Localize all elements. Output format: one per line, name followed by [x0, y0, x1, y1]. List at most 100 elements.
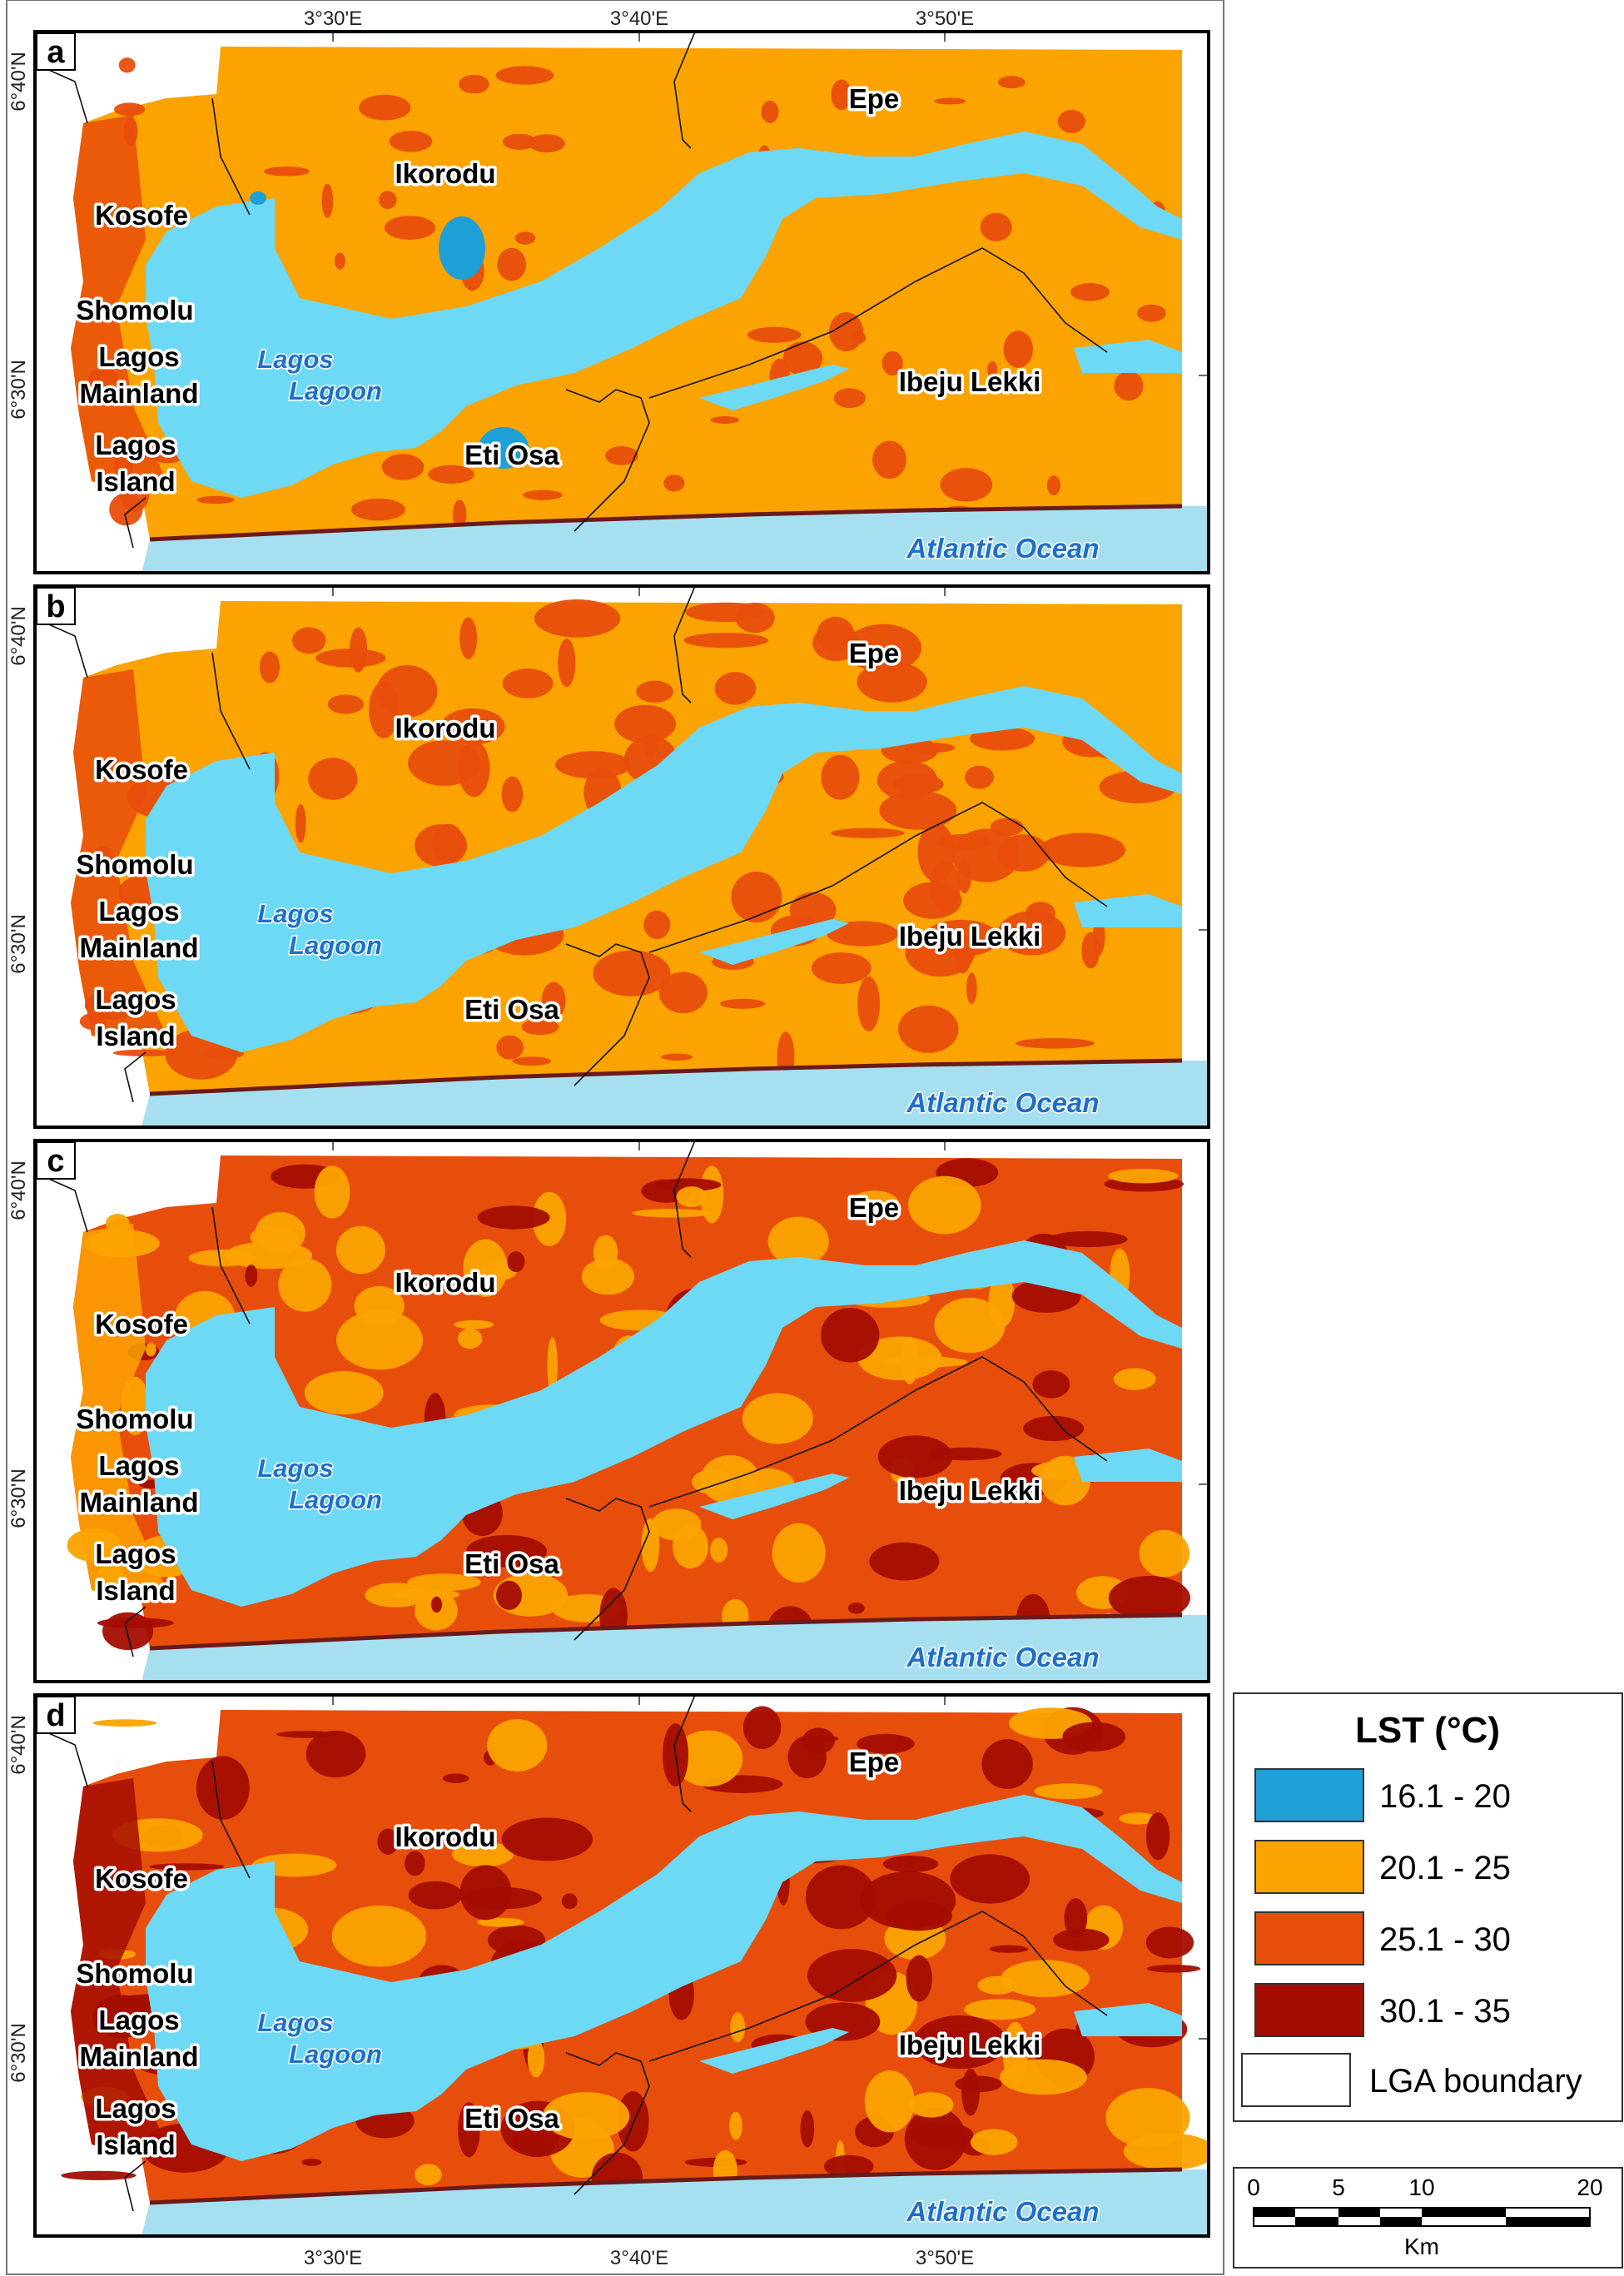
- urban-strip-a: [71, 115, 166, 494]
- scale-seg-4: [1380, 2217, 1422, 2226]
- heat-patch-a-44: [761, 100, 779, 123]
- heat-patch-a-38: [872, 440, 906, 480]
- heat-patch-b-54: [636, 680, 673, 703]
- lga-boundary-a-3: [565, 389, 650, 532]
- heat-patch-b-69: [308, 758, 358, 800]
- heat-patch-a-31: [321, 183, 334, 218]
- heat-patch-c-38: [454, 1319, 494, 1329]
- heat-patch-d-54: [1001, 1960, 1090, 1997]
- heat-patch-c-86: [1113, 1368, 1156, 1390]
- lga-boundary-d-5: [124, 2160, 147, 2212]
- heat-patch-d-35: [305, 1730, 366, 1778]
- top-lon-label-3: 3°50'E: [916, 7, 974, 30]
- heat-patch-b-4: [970, 727, 1035, 751]
- heat-patch-b-80: [521, 1018, 559, 1036]
- lga-boundary-b-5: [124, 1051, 147, 1103]
- heat-patch-b-29: [259, 651, 281, 683]
- heat-patch-c-33: [466, 1534, 548, 1568]
- lat-label-south-b: 6°30'N: [7, 914, 30, 974]
- panel-frame-d: [33, 1693, 1210, 2238]
- heat-patch-b-52: [898, 1005, 959, 1053]
- heat-patch-c-59: [457, 1329, 483, 1349]
- heat-patch-a-61: [359, 94, 411, 121]
- heat-patch-d-49: [807, 1949, 897, 2002]
- heat-patch-b-81: [857, 976, 881, 1031]
- heat-patch-c-95: [250, 1225, 299, 1249]
- heat-patch-a-11: [514, 231, 536, 245]
- heat-patch-c-17: [767, 1216, 829, 1266]
- heat-patch-d-7: [913, 2015, 1007, 2070]
- heat-patch-c-20: [145, 1342, 156, 1357]
- legend-swatch-3: [1254, 1911, 1364, 1965]
- legend-label-3: 25.1 - 30: [1379, 1921, 1511, 1958]
- label-ibeju-lekki-b: Ibeju Lekki: [899, 921, 1041, 952]
- lat-label-south-a: 6°30'N: [7, 360, 30, 420]
- heat-patch-d-63: [729, 2111, 742, 2140]
- heat-patch-c-40: [880, 1356, 968, 1368]
- heat-patch-b-101: [1026, 902, 1055, 925]
- lat-label-south-d: 6°30'N: [7, 2023, 30, 2083]
- heat-patch-b-16: [658, 972, 708, 1014]
- label-ibeju-lekki-a: Ibeju Lekki: [899, 366, 1041, 397]
- label-lagos-mainland-1-b: Lagos: [98, 896, 179, 927]
- heat-patch-c-109: [593, 1235, 618, 1270]
- legend: LST (°C) 16.1 - 20 20.1 - 25 25.1 - 30 3…: [1233, 1692, 1623, 2122]
- legend-swatch-4: [1254, 1983, 1364, 2037]
- heat-patch-b-26: [555, 751, 632, 779]
- heat-patch-d-110: [442, 1773, 469, 1783]
- heat-patch-d-72: [1105, 2088, 1190, 2148]
- legend-label-4: 30.1 - 35: [1379, 1993, 1511, 2030]
- heat-patch-c-87: [477, 1205, 550, 1230]
- heat-patch-b-98: [844, 624, 922, 673]
- label-epe-b: Epe: [849, 638, 900, 668]
- heat-patch-a-60: [663, 475, 685, 492]
- scale-bar: 0 5 10 20 Km: [1233, 2167, 1623, 2269]
- label-ikorodu-a: Ikorodu: [395, 158, 496, 189]
- heat-patch-b-74: [327, 694, 364, 714]
- lagoon-c: [146, 1240, 1182, 1607]
- label-lagos-mainland-1-a: Lagos: [98, 341, 179, 372]
- lga-boundary-c-5: [124, 1606, 147, 1657]
- heat-patch-d-122: [955, 2075, 1002, 2093]
- heat-patch-d-50: [823, 2154, 874, 2178]
- heat-patch-b-36: [501, 776, 524, 813]
- heat-patch-b-28: [408, 740, 481, 786]
- heat-patch-a-30: [381, 454, 425, 480]
- lagoon-b: [146, 686, 1182, 1052]
- heat-patch-d-40: [805, 1865, 877, 1930]
- legend-label-boundary: LGA boundary: [1369, 2063, 1582, 2100]
- lat-label-south-c: 6°30'N: [7, 1468, 30, 1528]
- label-lagos-island-1-d: Lagos: [95, 2093, 176, 2124]
- bottom-lon-label-1: 3°30'E: [304, 2247, 362, 2269]
- label-lagoon-2-b: Lagoon: [289, 931, 382, 960]
- heat-patch-d-39: [964, 1999, 1036, 2020]
- heat-patch-c-60: [1032, 1370, 1070, 1399]
- heat-patch-d-79: [1145, 1926, 1194, 1959]
- heat-patch-d-78: [477, 1917, 524, 1927]
- heat-patch-b-53: [558, 639, 576, 688]
- lat-label-north-a: 6°40'N: [7, 52, 30, 112]
- heat-patch-a-9: [747, 326, 802, 343]
- panel-letter-c: c: [47, 1144, 64, 1179]
- heat-patch-a-42: [987, 360, 998, 379]
- cool-patch-2-a: [479, 427, 529, 469]
- heat-patch-c-77: [547, 1337, 558, 1394]
- legend-swatch-boundary: [1241, 2053, 1351, 2107]
- legend-swatch-1: [1254, 1768, 1364, 1822]
- lga-boundary-a-1: [211, 97, 251, 216]
- heat-patch-c-36: [1049, 1230, 1128, 1248]
- heat-patch-d-42: [527, 2040, 545, 2078]
- scale-seg-1: [1254, 2208, 1295, 2217]
- panel-letter-d: d: [46, 1698, 65, 1733]
- heat-patch-d-38: [787, 1736, 827, 1779]
- panel-letter-b: b: [46, 589, 65, 624]
- cool-patch-1-a: [439, 216, 485, 280]
- heat-patch-c-43: [641, 1518, 660, 1573]
- heat-patch-a-40: [1070, 283, 1110, 301]
- lga-boundary-a-4: [648, 247, 1108, 399]
- heat-patch-a-50: [114, 102, 146, 117]
- heat-patch-c-104: [121, 1376, 150, 1435]
- scale-tick-20: 20: [1577, 2174, 1602, 2200]
- heat-patch-b-66: [292, 627, 326, 654]
- lga-boundary-a-5: [124, 497, 147, 549]
